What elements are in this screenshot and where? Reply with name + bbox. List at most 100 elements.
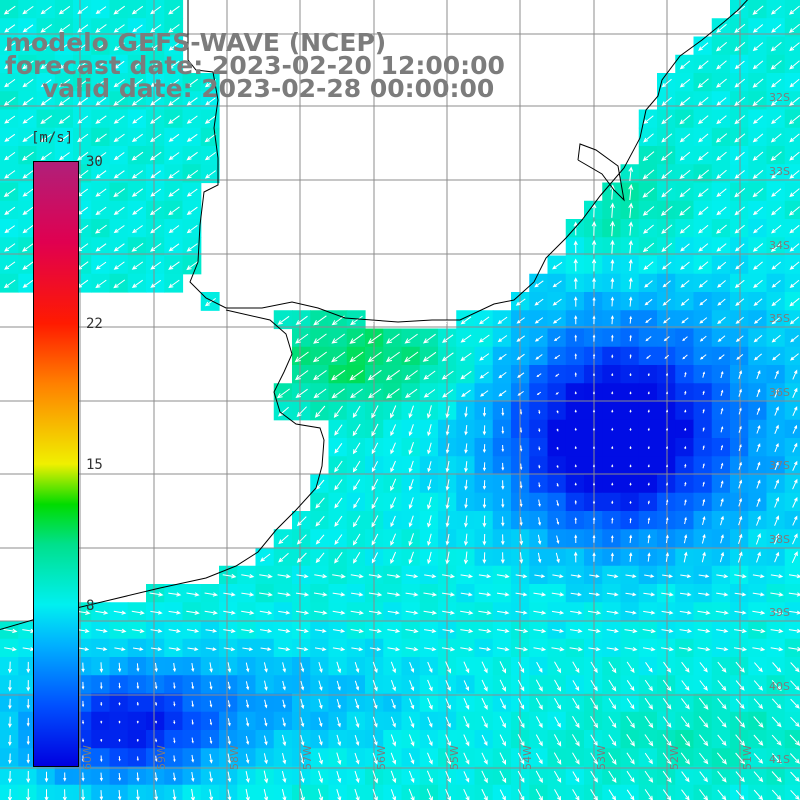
wind-cell [73,109,92,129]
wind-cell [419,419,439,439]
wind-arrow [154,772,158,782]
wind-arrow [241,592,255,597]
wind-arrow [609,220,615,237]
wind-arrow [496,592,510,597]
wind-arrow [698,574,710,578]
wind-cell [419,456,439,476]
wind-cell [474,401,494,421]
wind-arrow [733,646,748,652]
wind-arrow [498,371,507,379]
wind-arrow [40,151,52,161]
wind-arrow [645,317,652,324]
wind-arrow [553,770,562,783]
wind-cell [602,200,622,220]
wind-arrow [536,661,543,673]
wind-arrow [770,42,782,52]
wind-arrow [113,60,125,69]
wind-arrow [720,370,724,379]
wind-arrow [314,628,327,633]
wind-arrow [263,788,269,800]
wind-cell [711,54,731,74]
wind-arrow [318,735,323,746]
wind-cell [109,146,129,165]
wind-arrow [296,552,307,563]
wind-arrow [99,662,104,673]
wind-arrow [626,734,635,747]
wind-arrow [136,720,139,724]
wind-arrow [517,372,525,378]
wind-cell [456,383,476,403]
wind-cell [346,401,366,421]
wind-cell [730,0,749,19]
wind-arrow [519,463,523,471]
wind-arrow [554,789,561,800]
wind-arrow [592,464,596,468]
wind-arrow [697,97,709,106]
wind-arrow [369,647,382,652]
wind-cell [748,73,768,92]
wind-arrow [738,388,742,397]
wind-cell [675,310,695,330]
wind-cell [711,73,731,92]
wind-arrow [423,592,438,597]
wind-arrow [331,351,346,363]
wind-arrow [168,133,180,142]
wind-arrow [592,315,596,325]
wind-arrow [336,680,341,691]
wind-cell [54,109,74,129]
wind-cell [146,711,165,731]
wind-arrow [369,628,382,633]
wind-arrow [679,96,691,106]
wind-arrow [642,187,655,198]
wind-arrow [771,789,782,800]
wind-arrow [463,715,470,729]
wind-arrow [352,552,361,564]
wind-cell [164,182,184,202]
wind-cell [711,219,731,238]
wind-arrow [315,552,325,564]
wind-arrow [662,679,672,692]
wind-arrow [332,592,346,597]
wind-arrow [536,391,542,396]
wind-cell [146,748,165,768]
wind-arrow [556,482,559,487]
wind-arrow [263,662,268,673]
wind-arrow [662,752,672,765]
wind-arrow [168,592,182,597]
wind-arrow [610,259,615,271]
wind-arrow [278,628,291,633]
wind-cell [474,328,494,348]
wind-arrow [608,661,617,674]
wind-arrow [40,42,52,51]
wind-cell [109,109,129,129]
wind-arrow [313,388,327,399]
wind-arrow [482,480,487,490]
wind-arrow [755,533,761,545]
wind-arrow [295,315,308,325]
wind-arrow [390,497,397,510]
wind-arrow [113,279,126,289]
wind-arrow [77,647,90,651]
wind-arrow [277,573,292,579]
wind-cell [730,182,749,202]
wind-arrow [479,353,490,361]
wind-cell [164,255,184,275]
wind-arrow [300,753,305,765]
wind-cell [0,54,19,74]
wind-arrow [789,151,800,161]
wind-cell [401,346,421,366]
wind-cell [18,766,38,786]
wind-arrow [719,551,725,563]
wind-arrow [22,115,34,124]
wind-arrow [390,405,397,419]
wind-cell [602,547,622,567]
wind-cell [0,109,19,129]
wind-arrow [95,170,107,179]
wind-arrow [294,351,309,363]
wind-arrow [661,188,673,198]
wind-arrow [96,647,108,651]
wind-arrow [332,628,346,633]
wind-arrow [354,698,360,710]
wind-cell [474,310,494,330]
wind-cell [91,657,111,676]
